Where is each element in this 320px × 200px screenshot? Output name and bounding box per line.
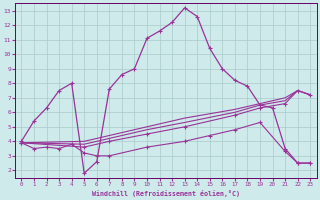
X-axis label: Windchill (Refroidissement éolien,°C): Windchill (Refroidissement éolien,°C) [92, 190, 240, 197]
